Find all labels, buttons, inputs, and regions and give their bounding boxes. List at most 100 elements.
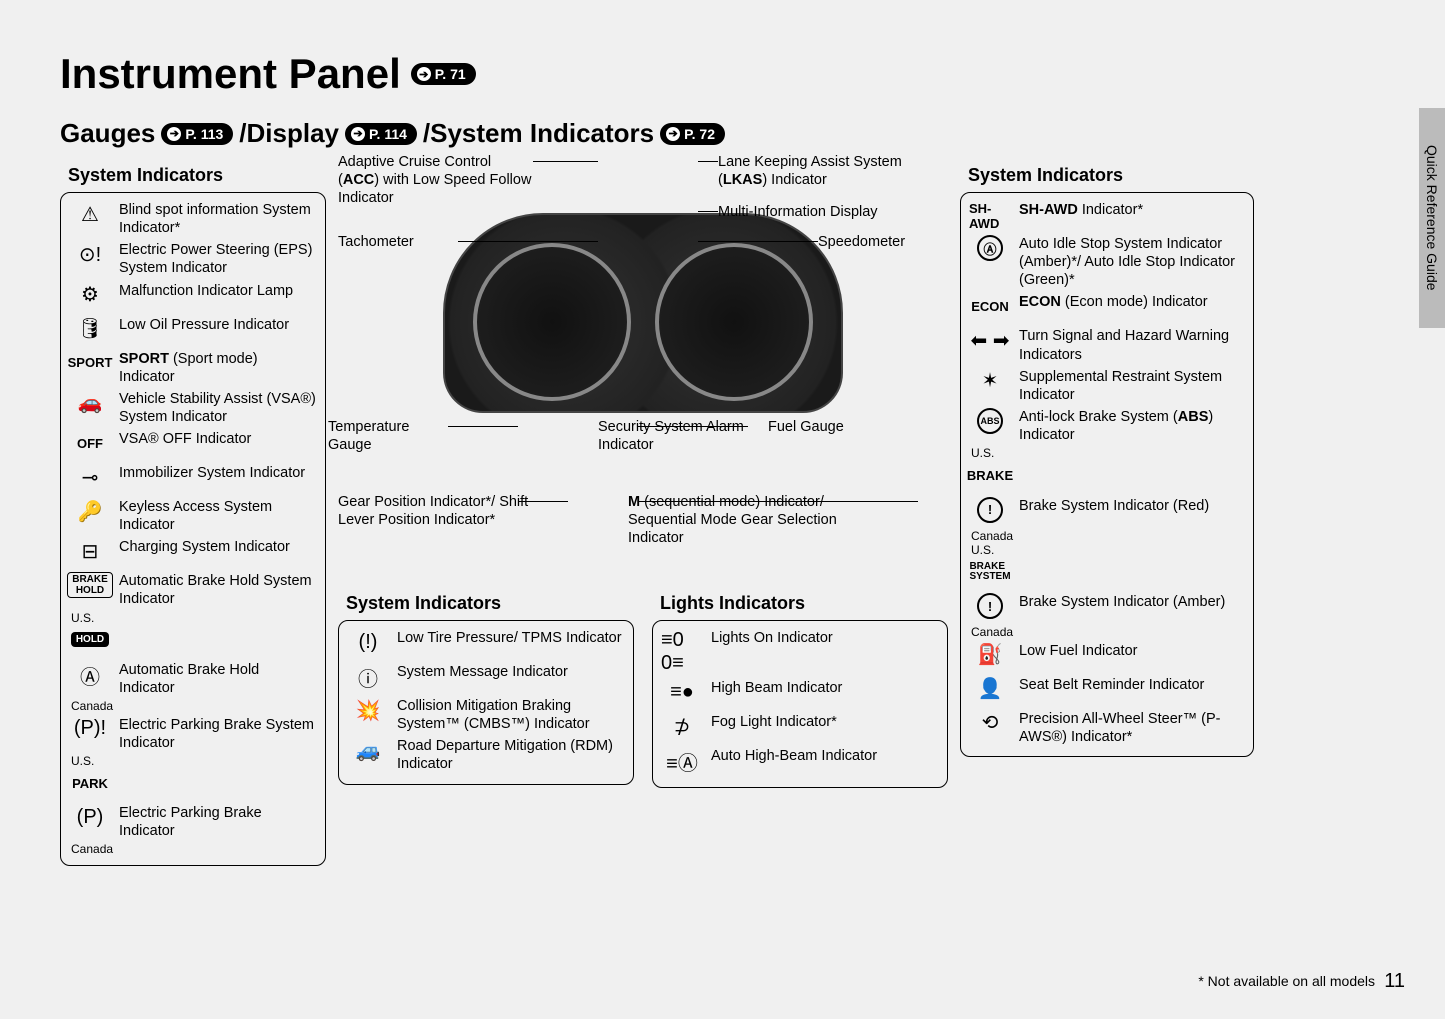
indicator-icon: ⓘ xyxy=(347,663,389,692)
indicator-icon: ⊅ xyxy=(661,713,703,739)
indicator-label: Precision All-Wheel Steer™ (P-AWS®) Indi… xyxy=(1019,710,1245,746)
indicator-icon: PARK xyxy=(69,770,111,796)
indicator-icon: Ⓐ xyxy=(969,235,1011,261)
indicator-label: Electric Parking Brake System Indicator xyxy=(119,716,317,752)
indicator-row: 👤 Seat Belt Reminder Indicator xyxy=(969,674,1245,708)
mid-left-heading: System Indicators xyxy=(346,593,634,614)
callout-label: Speedometer xyxy=(818,233,938,251)
indicator-row: ⚠Blind spot information System Indicator… xyxy=(69,199,317,239)
indicator-row: ⒶAutomatic Brake Hold Indicator xyxy=(69,659,317,699)
indicator-label: Automatic Brake Hold System Indicator xyxy=(119,572,317,608)
indicator-row: !Brake System Indicator (Red) xyxy=(969,495,1245,529)
footnote: * Not available on all models xyxy=(1198,973,1375,989)
indicator-icon: (!) xyxy=(347,629,389,655)
page-content: Instrument Panel P. 71 Gauges P. 113 /Di… xyxy=(60,50,1360,866)
indicator-icon: ⚠ xyxy=(69,201,111,227)
indicator-label: Auto High-Beam Indicator xyxy=(711,747,877,765)
region-label: Canada xyxy=(71,699,317,713)
indicator-icon: 🚙 xyxy=(347,737,389,763)
indicator-icon: ⬅ ➡ xyxy=(969,327,1011,353)
indicator-label: Anti-lock Brake System (ABS) Indicator xyxy=(1019,408,1245,444)
region-label: U.S. xyxy=(71,754,317,768)
indicator-icon: ≡● xyxy=(661,679,703,705)
right-column: System Indicators SH-AWD SH-AWD Indicator… xyxy=(960,153,1254,757)
indicator-icon: 🔑 xyxy=(69,498,111,524)
indicator-row: ABSAnti-lock Brake System (ABS) Indicato… xyxy=(969,406,1245,446)
indicator-label: Low Tire Pressure/ TPMS Indicator xyxy=(397,629,622,647)
indicator-row: (P) Electric Parking Brake Indicator xyxy=(69,802,317,842)
indicator-icon: ⊸ xyxy=(69,464,111,490)
indicator-icon: ECON xyxy=(969,293,1011,319)
indicator-label: Electric Parking Brake Indicator xyxy=(119,804,317,840)
indicator-row: OFFVSA® OFF Indicator xyxy=(69,428,317,462)
indicator-row: ⊅ Fog Light Indicator* xyxy=(661,711,939,745)
indicator-label: Fog Light Indicator* xyxy=(711,713,837,731)
callout-line xyxy=(458,241,598,242)
middle-column: Adaptive Cruise Control (ACC) with Low S… xyxy=(338,153,948,788)
right-indicator-box: SH-AWDSH-AWD Indicator*ⒶAuto Idle Stop S… xyxy=(960,192,1254,757)
indicator-row: SH-AWD SH-AWD Indicator* xyxy=(969,199,1245,233)
indicator-row: ✶Supplemental Restraint System Indicator xyxy=(969,366,1245,406)
indicator-icon: 💥 xyxy=(347,697,389,723)
indicator-label: SPORT (Sport mode) Indicator xyxy=(119,350,317,386)
indicator-row: 🔑 Keyless Access System Indicator xyxy=(69,496,317,536)
indicator-icon: ⚙ xyxy=(69,282,111,308)
indicator-icon: 🛢 xyxy=(69,316,111,342)
region-label: U.S. xyxy=(71,611,317,625)
indicator-row: ECONECON (Econ mode) Indicator xyxy=(969,291,1245,325)
indicator-row: ⊸Immobilizer System Indicator xyxy=(69,462,317,496)
indicator-icon: ⛽ xyxy=(969,642,1011,668)
region-label: Canada xyxy=(971,529,1245,543)
mid-right-box: ≡0 0≡Lights On Indicator≡● High Beam Indi… xyxy=(652,620,948,788)
page-ref-main: P. 71 xyxy=(411,63,476,85)
indicator-label: VSA® OFF Indicator xyxy=(119,430,251,448)
indicator-label: Seat Belt Reminder Indicator xyxy=(1019,676,1204,694)
indicator-row: BRAKE HOLD Automatic Brake Hold System In… xyxy=(69,570,317,610)
callout-label: Multi-Information Display xyxy=(718,203,928,221)
mid-right-wrap: Lights Indicators ≡0 0≡Lights On Indicat… xyxy=(652,581,948,788)
main-title-row: Instrument Panel P. 71 xyxy=(60,50,1360,98)
indicator-icon: ✶ xyxy=(969,368,1011,394)
indicator-icon: ≡Ⓐ xyxy=(661,747,703,776)
indicator-label: Low Oil Pressure Indicator xyxy=(119,316,289,334)
indicator-row: 🛢 Low Oil Pressure Indicator xyxy=(69,314,317,348)
callout-line xyxy=(638,426,748,427)
indicator-icon: Ⓐ xyxy=(69,661,111,690)
indicator-icon: BRAKE HOLD xyxy=(69,572,111,598)
callout-line xyxy=(698,211,718,212)
indicator-icon: ≡0 0≡ xyxy=(661,629,703,675)
indicator-label: High Beam Indicator xyxy=(711,679,842,697)
indicator-row: ⚙ Malfunction Indicator Lamp xyxy=(69,280,317,314)
callout-line xyxy=(698,161,718,162)
indicator-icon: ⊟ xyxy=(69,538,111,564)
callout-line xyxy=(448,426,518,427)
indicator-label: Low Fuel Indicator xyxy=(1019,642,1137,660)
subtitle-display: /Display xyxy=(239,118,339,149)
mid-bottom-row: System Indicators (!) Low Tire Pressure/ … xyxy=(338,581,948,788)
indicator-row: ⬅ ➡Turn Signal and Hazard Warning Indica… xyxy=(969,325,1245,365)
mid-left-wrap: System Indicators (!) Low Tire Pressure/ … xyxy=(338,581,634,788)
indicator-label: Keyless Access System Indicator xyxy=(119,498,317,534)
indicator-label: Brake System Indicator (Amber) xyxy=(1019,593,1225,611)
region-label: U.S. xyxy=(971,543,1245,557)
region-label: Canada xyxy=(71,842,317,856)
callout-label: Fuel Gauge xyxy=(768,418,868,436)
indicator-row: 💥Collision Mitigation Braking System™ (C… xyxy=(347,695,625,735)
indicator-icon: 👤 xyxy=(969,676,1011,702)
indicator-label: SH-AWD Indicator* xyxy=(1019,201,1143,219)
page-title: Instrument Panel xyxy=(60,50,401,98)
indicator-icon: ⟲ xyxy=(969,710,1011,736)
indicator-icon: (P) xyxy=(69,804,111,830)
indicator-row: ≡Ⓐ Auto High-Beam Indicator xyxy=(661,745,939,779)
gauge-callout-area: Adaptive Cruise Control (ACC) with Low S… xyxy=(338,153,948,573)
indicator-icon: 🚗 xyxy=(69,390,111,416)
indicator-label: Malfunction Indicator Lamp xyxy=(119,282,293,300)
indicator-icon: SH-AWD xyxy=(969,201,1011,231)
indicator-row: ⊟Charging System Indicator xyxy=(69,536,317,570)
indicator-label: Road Departure Mitigation (RDM) Indicato… xyxy=(397,737,625,773)
right-heading: System Indicators xyxy=(968,165,1254,186)
indicator-row: ≡0 0≡Lights On Indicator xyxy=(661,627,939,677)
side-tab-text: Quick Reference Guide xyxy=(1424,145,1440,291)
callout-label: Gear Position Indicator*/ Shift Lever Po… xyxy=(338,493,568,529)
callout-line xyxy=(533,161,598,162)
